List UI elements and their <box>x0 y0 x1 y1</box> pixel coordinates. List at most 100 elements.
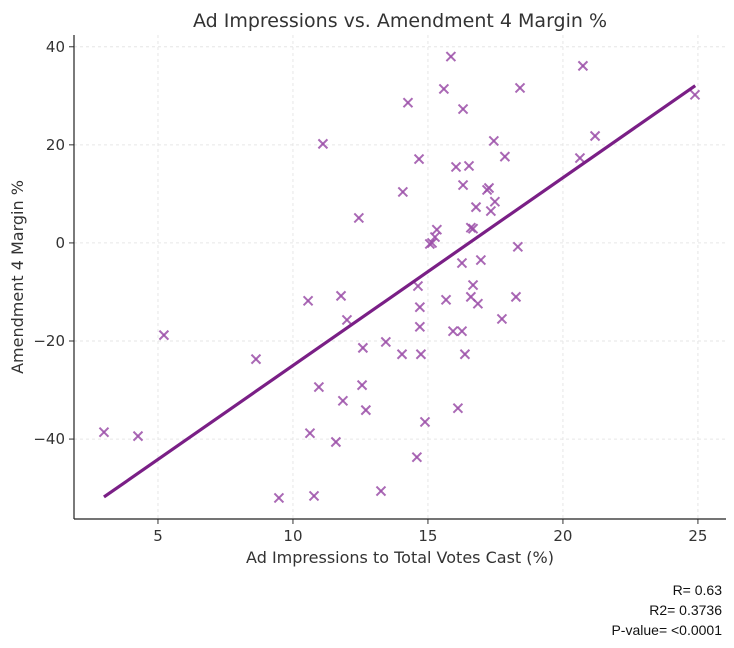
point-stroke <box>467 223 479 234</box>
data-point <box>577 60 589 72</box>
data-point <box>132 430 144 442</box>
point-stroke <box>414 301 426 313</box>
point-stroke <box>574 152 586 164</box>
trendline <box>103 84 697 499</box>
data-point <box>380 336 392 348</box>
data-point <box>402 97 414 108</box>
data-point <box>308 490 320 502</box>
data-point <box>431 224 443 235</box>
point-stroke <box>499 151 511 162</box>
data-point <box>589 130 601 142</box>
grid <box>74 35 726 519</box>
point-stroke <box>452 402 464 414</box>
point-stroke <box>380 336 392 348</box>
point-stroke <box>304 427 316 439</box>
y-tick-label: 20 <box>46 136 65 154</box>
data-point <box>510 291 522 303</box>
data-point <box>689 89 701 101</box>
data-point <box>414 321 426 332</box>
data-point <box>337 395 349 407</box>
data-point <box>317 138 329 150</box>
point-stroke <box>431 224 443 235</box>
data-point <box>411 452 423 463</box>
data-point <box>396 349 408 360</box>
r2-value: R2= 0.3736 <box>649 602 722 618</box>
data-point <box>419 416 431 428</box>
data-point <box>512 241 524 253</box>
point-stroke <box>467 279 479 291</box>
data-point <box>472 298 484 309</box>
data-point <box>304 427 316 439</box>
data-point <box>98 426 110 438</box>
data-point <box>302 295 314 306</box>
data-point <box>412 280 424 292</box>
point-stroke <box>250 353 262 365</box>
data-point <box>341 314 353 326</box>
data-point <box>356 379 368 391</box>
point-stroke <box>426 237 438 249</box>
point-stroke <box>463 160 475 172</box>
data-point <box>514 82 526 94</box>
point-stroke <box>419 416 431 428</box>
point-stroke <box>457 179 469 191</box>
point-stroke <box>514 82 526 94</box>
point-stroke <box>335 290 347 302</box>
data-point <box>445 51 457 62</box>
point-stroke <box>445 51 457 62</box>
data-point <box>450 161 462 173</box>
data-point <box>429 231 441 243</box>
point-stroke <box>510 291 522 303</box>
data-point <box>467 279 479 291</box>
point-stroke <box>396 349 408 360</box>
point-stroke <box>512 241 524 253</box>
point-stroke <box>485 205 497 217</box>
point-stroke <box>317 138 329 150</box>
trendline-group <box>103 84 697 499</box>
point-stroke <box>302 295 314 306</box>
point-stroke <box>489 196 501 207</box>
point-stroke <box>413 153 425 165</box>
data-point <box>438 83 450 95</box>
point-stroke <box>470 201 482 213</box>
data-point <box>273 492 285 504</box>
data-point <box>489 196 501 207</box>
data-point <box>463 160 475 172</box>
x-tick-label: 10 <box>283 527 302 545</box>
data-point <box>360 404 372 416</box>
data-point <box>475 254 487 266</box>
point-stroke <box>360 404 372 416</box>
point-stroke <box>689 89 701 101</box>
data-point <box>440 294 452 306</box>
y-tick-label: 40 <box>46 38 65 56</box>
point-stroke <box>438 83 450 95</box>
data-point <box>485 205 497 217</box>
point-stroke <box>397 186 409 198</box>
data-point <box>488 135 500 147</box>
data-point <box>483 182 495 194</box>
chart-title: Ad Impressions vs. Amendment 4 Margin % <box>193 10 607 32</box>
data-point <box>415 349 427 360</box>
stats-box: R= 0.63 R2= 0.3736 P-value= <0.0001 <box>611 580 722 640</box>
data-point <box>250 353 262 365</box>
data-point <box>447 325 459 337</box>
x-tick-label: 20 <box>553 527 572 545</box>
point-stroke <box>414 321 426 332</box>
point-stroke <box>412 280 424 292</box>
point-stroke <box>158 329 170 341</box>
point-stroke <box>440 294 452 306</box>
point-stroke <box>577 60 589 72</box>
y-tick-label: 0 <box>55 234 65 252</box>
y-tick-label: −40 <box>33 430 65 448</box>
point-stroke <box>450 161 462 173</box>
data-point <box>456 325 468 337</box>
data-point <box>414 301 426 313</box>
point-stroke <box>429 231 441 243</box>
data-point <box>496 313 508 325</box>
data-point <box>330 436 342 448</box>
data-point <box>357 342 369 354</box>
data-point <box>459 349 471 360</box>
x-tick-label: 5 <box>153 527 163 545</box>
data-point <box>574 152 586 164</box>
